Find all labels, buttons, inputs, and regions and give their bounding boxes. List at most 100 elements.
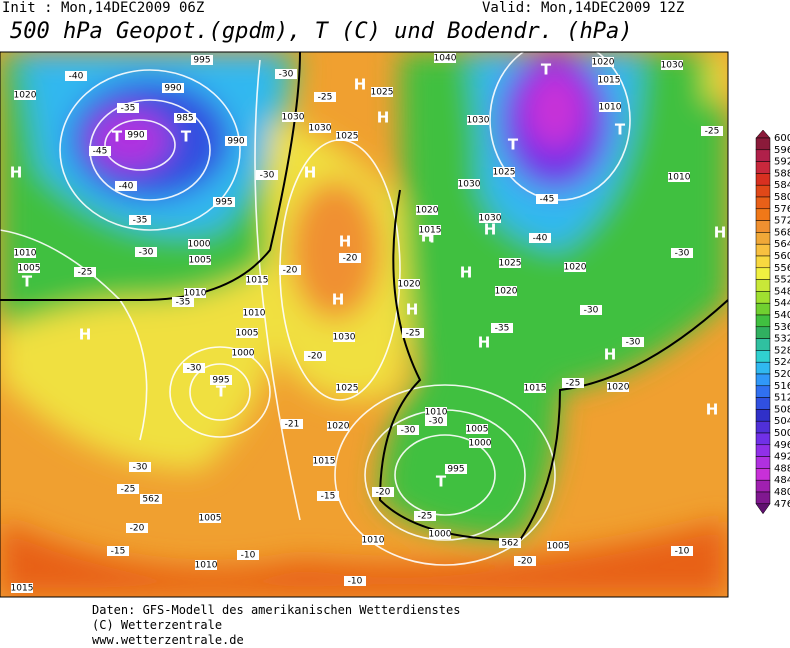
contour-label: 1030 [458,180,481,190]
contour-label: 1005 [236,329,259,339]
contour-label: -35 [495,324,510,334]
contour-label: -15 [111,547,126,557]
colorbar-swatch [755,184,771,198]
contour-label-box [495,286,517,296]
colorbar-label: 476 [774,499,790,510]
contour-label-box [191,55,213,65]
contour-label-box [429,529,451,539]
contour-label-box [65,71,87,81]
footer-copyright: (C) Wetterzentrale [92,618,222,632]
contour-label-box [529,233,551,243]
pressure-center: H [354,76,367,94]
contour-label: -25 [705,127,720,137]
contour-label-box [458,179,480,189]
colorbar-label: 500 [774,428,790,439]
colorbar-label: 584 [774,180,790,191]
pressure-center: T [615,121,626,139]
contour-label: 1005 [547,542,570,552]
contour-label-box [282,112,304,122]
contour-label: -25 [78,268,93,278]
footer-url: www.wetterzentrale.de [92,633,244,647]
contour-label-box [18,263,40,273]
contour-label: -30 [139,248,154,258]
contour-label-box [115,181,137,191]
contour-label: 1030 [309,124,332,134]
contour-label: 995 [212,376,229,386]
contour-label: 1025 [336,132,359,142]
colorbar-label: 504 [774,416,790,427]
contour-label: 1030 [282,113,305,123]
contour-label: 990 [127,131,144,141]
contour-label-box [668,172,690,182]
contour-label: 1000 [232,349,255,359]
colorbar-swatch [755,196,771,210]
contour-label: 1025 [336,384,359,394]
contour-label-box [213,197,235,207]
contour-label: -25 [318,93,333,103]
colorbar-label: 512 [774,393,790,404]
contour-label-box [309,123,331,133]
contour-label: 995 [193,56,210,66]
pressure-center: H [714,224,727,242]
contour-label: 1000 [188,240,211,250]
contour-label-box [237,550,259,560]
contour-label-box [434,53,456,63]
contour-label: 1020 [14,91,37,101]
contour-label: 1000 [469,439,492,449]
contour-label: 1020 [592,58,615,68]
colorbar-swatch [755,479,771,493]
contour-label-box [547,541,569,551]
contour-label-box [592,57,614,67]
contour-label: -40 [533,234,548,244]
pressure-center: T [436,473,447,491]
colorbar-label: 536 [774,322,790,333]
contour-label-box [117,484,139,494]
contour-label-box [327,421,349,431]
contour-label: 1015 [419,226,442,236]
colorbar-label: 544 [774,298,790,309]
colorbar-label: 568 [774,227,790,238]
colorbar-swatch [755,338,771,351]
contour-label-box [564,262,586,272]
contour-label-box [671,248,693,258]
pressure-center: H [604,346,617,364]
contour-label: -35 [176,298,191,308]
contour-label-box [279,265,301,275]
contour-label: -20 [343,254,358,264]
contour-label-box [304,351,326,361]
contour-label-box [333,332,355,342]
contour-label: -10 [348,577,363,587]
pressure-center: T [22,273,33,291]
contour-label-box [172,297,194,307]
contour-label: 1020 [416,206,439,216]
colorbar-swatch [755,161,771,174]
contour-label: 562 [501,539,518,549]
pressure-center: T [541,61,552,79]
contour-label-box [514,556,536,566]
contour-label-box [371,87,393,97]
contour-label-box [536,194,558,204]
pressure-center: H [406,301,419,319]
init-time: Init : Mon,14DEC2009 06Z [2,0,204,16]
colorbar-label: 492 [774,452,790,463]
contour-label: 1000 [429,530,452,540]
colorbar-swatch [755,456,771,469]
contour-label: 1010 [14,249,37,259]
contour-label-box [183,363,205,373]
contour-label-box [246,275,268,285]
colorbar-swatch [755,255,771,269]
contour-label-box [598,75,620,85]
contour-label-box [210,375,232,385]
contour-label-box [243,308,265,318]
colorbar-swatch [755,420,771,434]
colorbar-label: 488 [774,463,790,474]
contour-label: 995 [447,465,464,475]
colorbar-label: 572 [774,216,790,227]
contour-label-box [362,535,384,545]
contour-label-box [89,146,111,156]
contour-label-box [11,583,33,593]
valid-time: Valid: Mon,14DEC2009 12Z [482,0,684,16]
pressure-center: H [332,291,345,309]
contour-label-box [419,225,441,235]
